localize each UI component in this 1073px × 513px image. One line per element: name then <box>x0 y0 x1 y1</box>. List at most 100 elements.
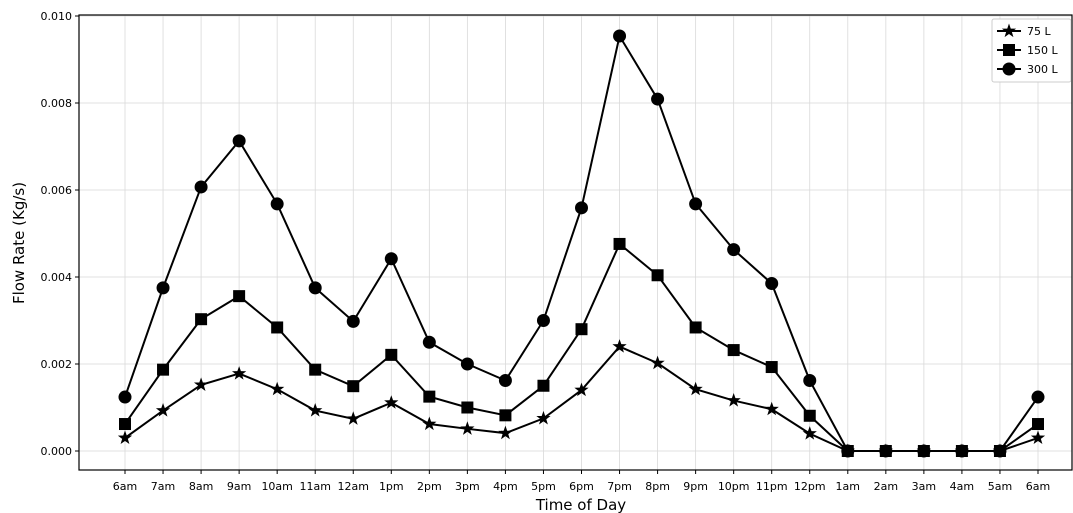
data-point-circle <box>460 357 474 371</box>
data-point-square <box>233 290 246 303</box>
data-point-square <box>461 401 474 414</box>
y-axis-title: Flow Rate (Kg/s) <box>10 182 28 304</box>
y-tick-label: 0.010 <box>41 10 73 23</box>
y-tick-label: 0.004 <box>41 271 73 284</box>
data-point-square <box>499 409 512 422</box>
x-tick-label: 3pm <box>455 480 480 493</box>
x-tick-label: 11pm <box>756 480 788 493</box>
data-point-star <box>688 381 703 396</box>
data-point-square <box>765 361 778 374</box>
data-point-circle <box>803 374 817 388</box>
x-tick-label: 2pm <box>417 480 442 493</box>
x-tick-label: 1pm <box>379 480 404 493</box>
data-point-square <box>195 313 208 326</box>
data-point-square <box>1032 418 1044 431</box>
y-tick-label: 0.008 <box>41 97 73 110</box>
data-point-circle <box>194 180 208 194</box>
data-point-star <box>650 355 665 370</box>
x-tick-label: 8pm <box>645 480 670 493</box>
data-point-star <box>308 403 323 417</box>
data-point-square <box>537 379 550 392</box>
data-point-circle <box>917 444 931 458</box>
data-point-star <box>422 416 437 431</box>
x-tick-label: 9pm <box>683 480 708 493</box>
data-point-star <box>612 339 627 353</box>
x-tick-label: 8am <box>189 480 213 493</box>
legend-marker <box>1001 23 1017 38</box>
data-point-circle <box>270 197 284 211</box>
data-point-circle <box>879 444 893 458</box>
data-point-star <box>764 401 779 416</box>
x-tick-label: 5am <box>988 480 1012 493</box>
data-point-circle <box>765 277 779 291</box>
plot-frame <box>78 14 1073 471</box>
data-point-star <box>117 430 133 445</box>
x-tick-label: 7pm <box>607 480 632 493</box>
x-tick-label: 7am <box>151 480 175 493</box>
legend-entry: 300 L <box>997 62 1058 76</box>
data-point-circle <box>689 197 703 211</box>
data-point-square <box>651 269 664 282</box>
data-point-star <box>231 366 247 380</box>
data-point-square <box>803 409 816 422</box>
data-point-star <box>498 425 513 440</box>
x-tick-label: 11am <box>299 480 330 493</box>
data-point-square <box>423 390 436 403</box>
x-tick-label: 1am <box>836 480 860 493</box>
x-tick-label: 9am <box>227 480 251 493</box>
x-tick-label: 12pm <box>794 480 826 493</box>
data-point-square <box>575 323 588 336</box>
x-tick-label: 6pm <box>569 480 594 493</box>
data-point-circle <box>384 252 398 266</box>
data-point-star <box>726 393 741 407</box>
data-point-circle <box>1031 390 1045 404</box>
x-tick-label: 5pm <box>531 480 556 493</box>
x-tick-label: 12am <box>338 480 369 493</box>
x-tick-label: 2am <box>874 480 898 493</box>
y-tick-label: 0.002 <box>41 358 73 371</box>
data-point-circle <box>498 374 512 388</box>
legend-marker <box>1003 44 1015 56</box>
data-point-circle <box>536 314 550 327</box>
data-point-square <box>309 363 322 376</box>
data-point-square <box>119 418 131 431</box>
data-point-star <box>155 403 171 417</box>
data-point-circle <box>232 134 246 148</box>
data-point-circle <box>841 444 855 458</box>
data-point-square <box>157 363 170 376</box>
data-point-circle <box>346 314 360 328</box>
grid-lines <box>79 15 1072 470</box>
data-point-circle <box>422 335 436 349</box>
series-300l <box>118 29 1045 458</box>
x-tick-label: 6am <box>1026 480 1050 493</box>
legend-entry: 150 L <box>997 44 1058 57</box>
data-point-circle <box>993 444 1007 458</box>
data-point-square <box>727 344 740 357</box>
data-point-circle <box>575 201 588 215</box>
x-tick-label: 6am <box>113 480 137 493</box>
x-tick-label: 3am <box>912 480 936 493</box>
data-point-square <box>385 348 398 361</box>
data-point-circle <box>118 390 132 404</box>
data-point-circle <box>727 243 741 257</box>
legend-label: 150 L <box>1027 44 1058 57</box>
data-point-star <box>346 411 361 425</box>
x-tick-label: 4am <box>950 480 974 493</box>
axis-ticks: 6am 7am 8am 9am 10am 11am 12am 1pm 2pm 3pm 4pm 5pm 6… <box>41 10 1051 493</box>
data-point-star <box>460 421 475 435</box>
data-point-square <box>347 380 360 393</box>
data-point-circle <box>308 281 322 295</box>
y-tick-label: 0.006 <box>41 184 73 197</box>
data-point-star <box>536 410 551 425</box>
data-point-circle <box>156 281 170 295</box>
x-tick-label: 10pm <box>718 480 750 493</box>
data-point-square <box>613 237 626 250</box>
data-point-circle <box>651 92 665 106</box>
legend-label: 300 L <box>1027 63 1058 76</box>
legend: 75 L 150 L 300 L <box>991 18 1072 83</box>
data-point-circle <box>613 29 627 43</box>
y-tick-label: 0.000 <box>41 445 73 458</box>
data-point-star <box>574 382 589 397</box>
data-point-square <box>689 321 702 334</box>
